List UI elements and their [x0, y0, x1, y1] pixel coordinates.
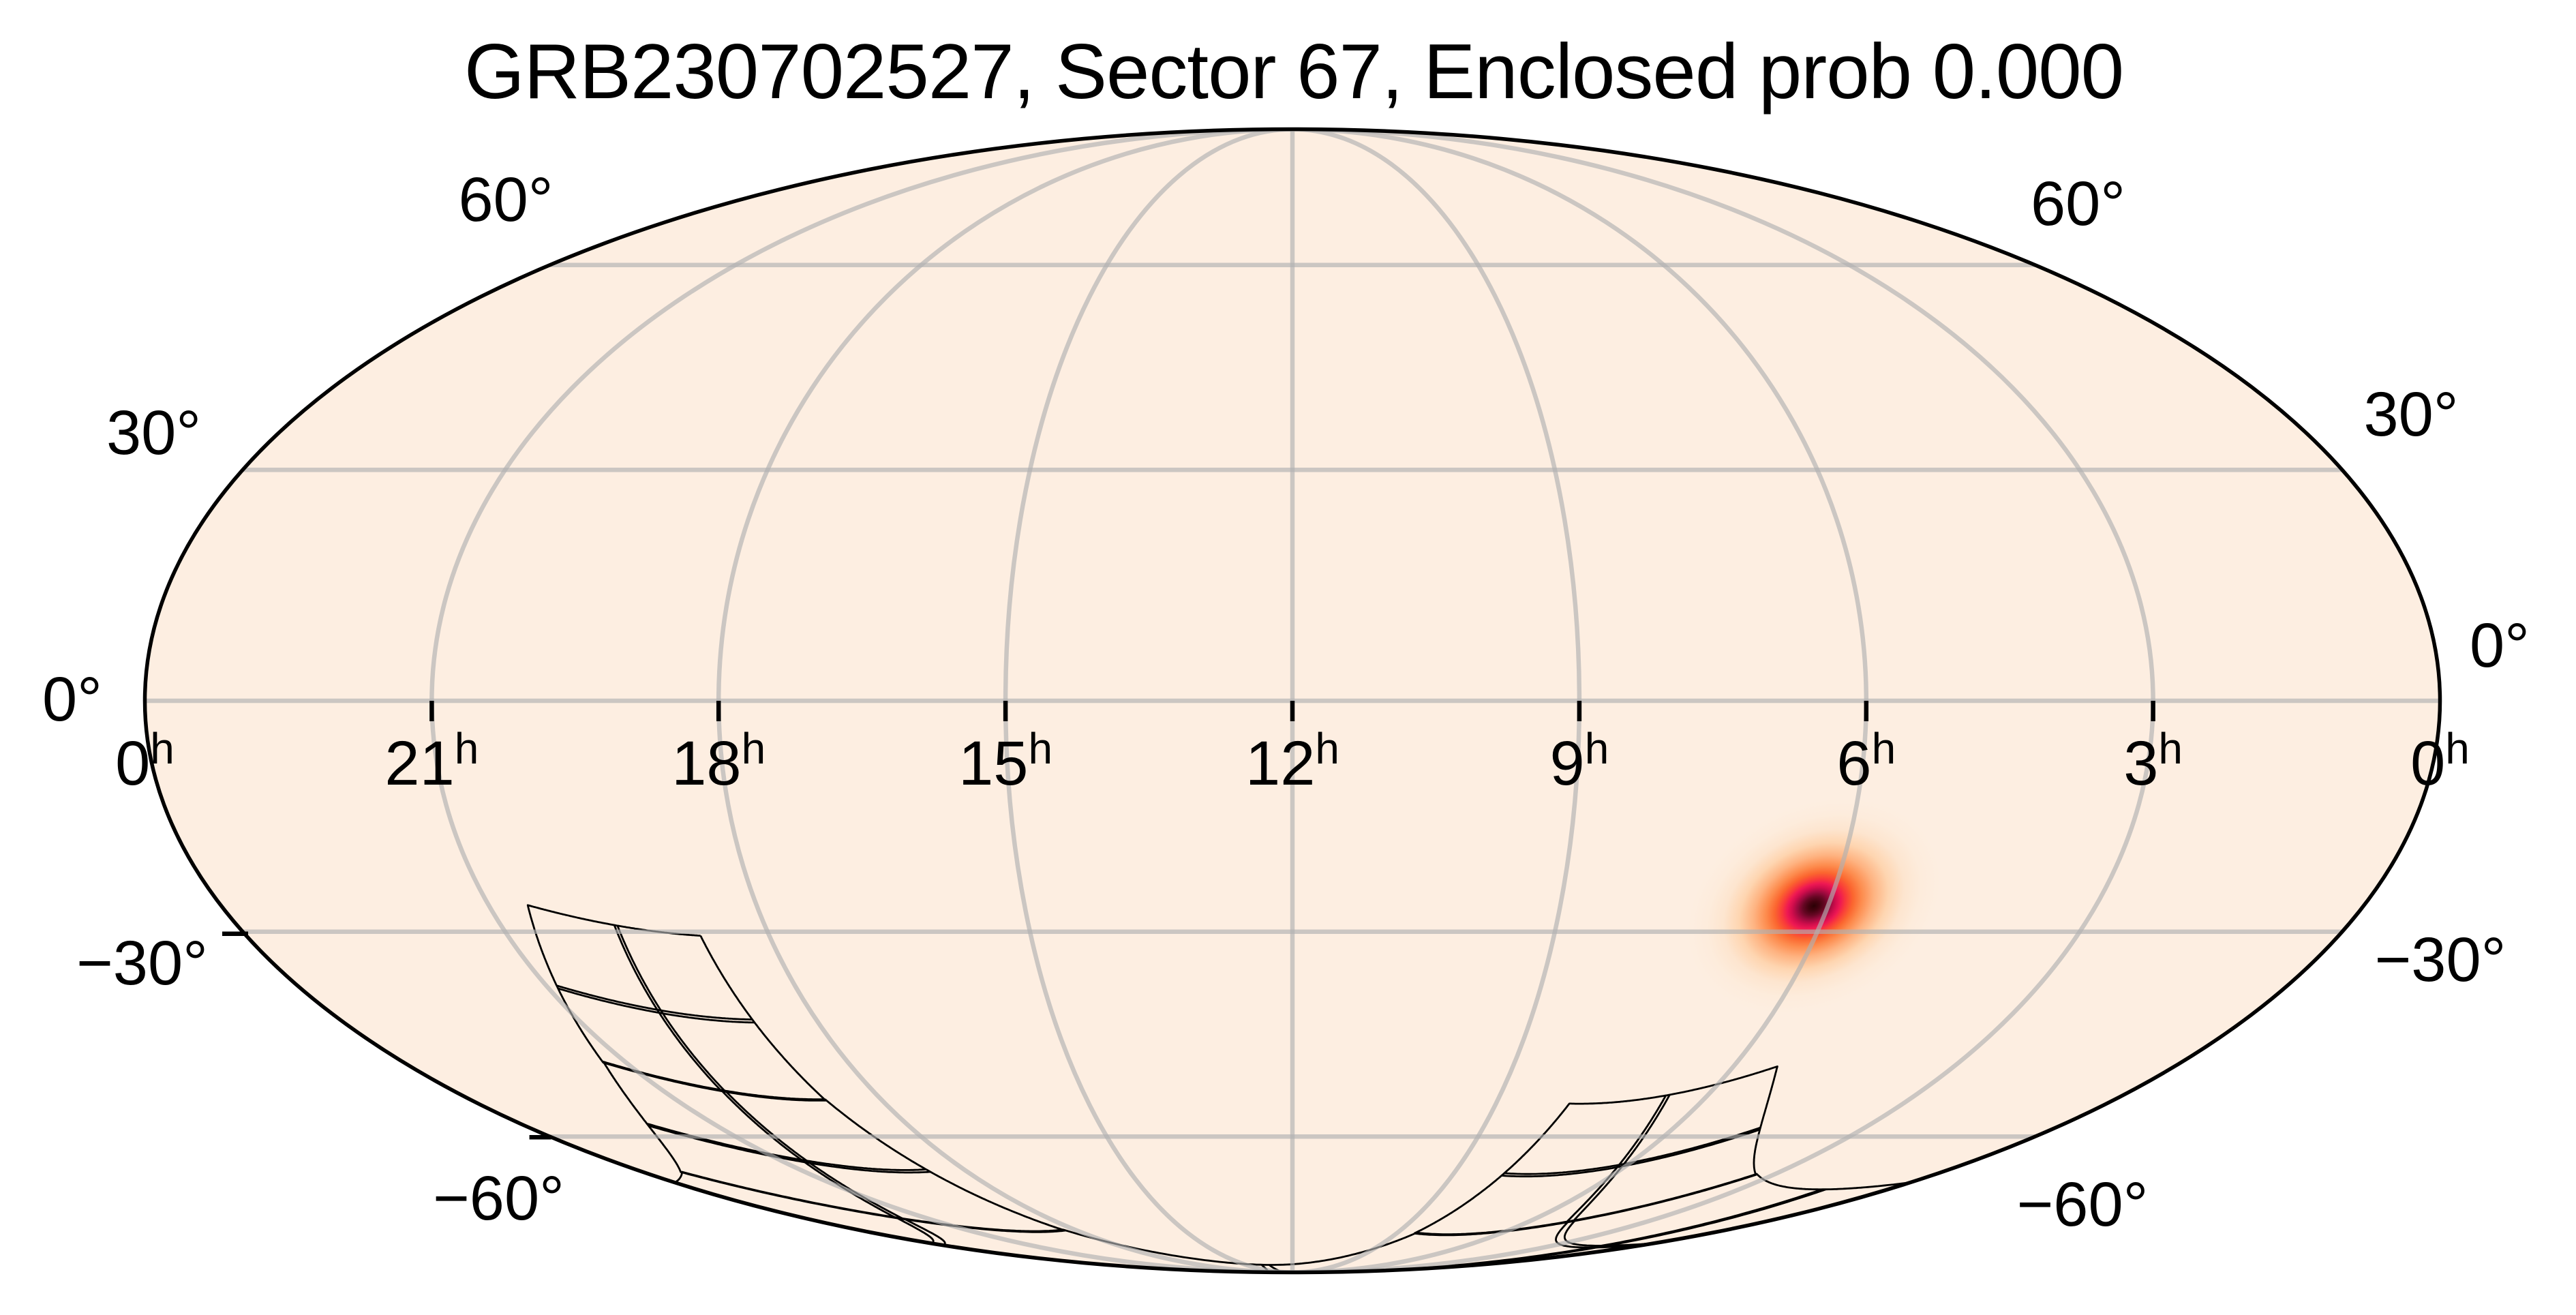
svg-text:0°: 0° — [42, 665, 102, 734]
svg-text:−30°: −30° — [2375, 925, 2506, 995]
svg-text:60°: 60° — [458, 165, 553, 235]
svg-text:60°: 60° — [2031, 169, 2125, 239]
svg-text:3h: 3h — [2123, 724, 2183, 798]
svg-text:GRB230702527, Sector 67, Enclo: GRB230702527, Sector 67, Enclosed prob 0… — [464, 29, 2123, 115]
svg-text:0h: 0h — [2410, 724, 2470, 798]
svg-text:0°: 0° — [2470, 611, 2530, 680]
svg-text:−30°: −30° — [76, 928, 208, 998]
svg-text:−60°: −60° — [433, 1164, 564, 1233]
svg-text:30°: 30° — [106, 398, 201, 468]
svg-text:−60°: −60° — [2017, 1170, 2149, 1239]
svg-text:30°: 30° — [2363, 380, 2458, 449]
